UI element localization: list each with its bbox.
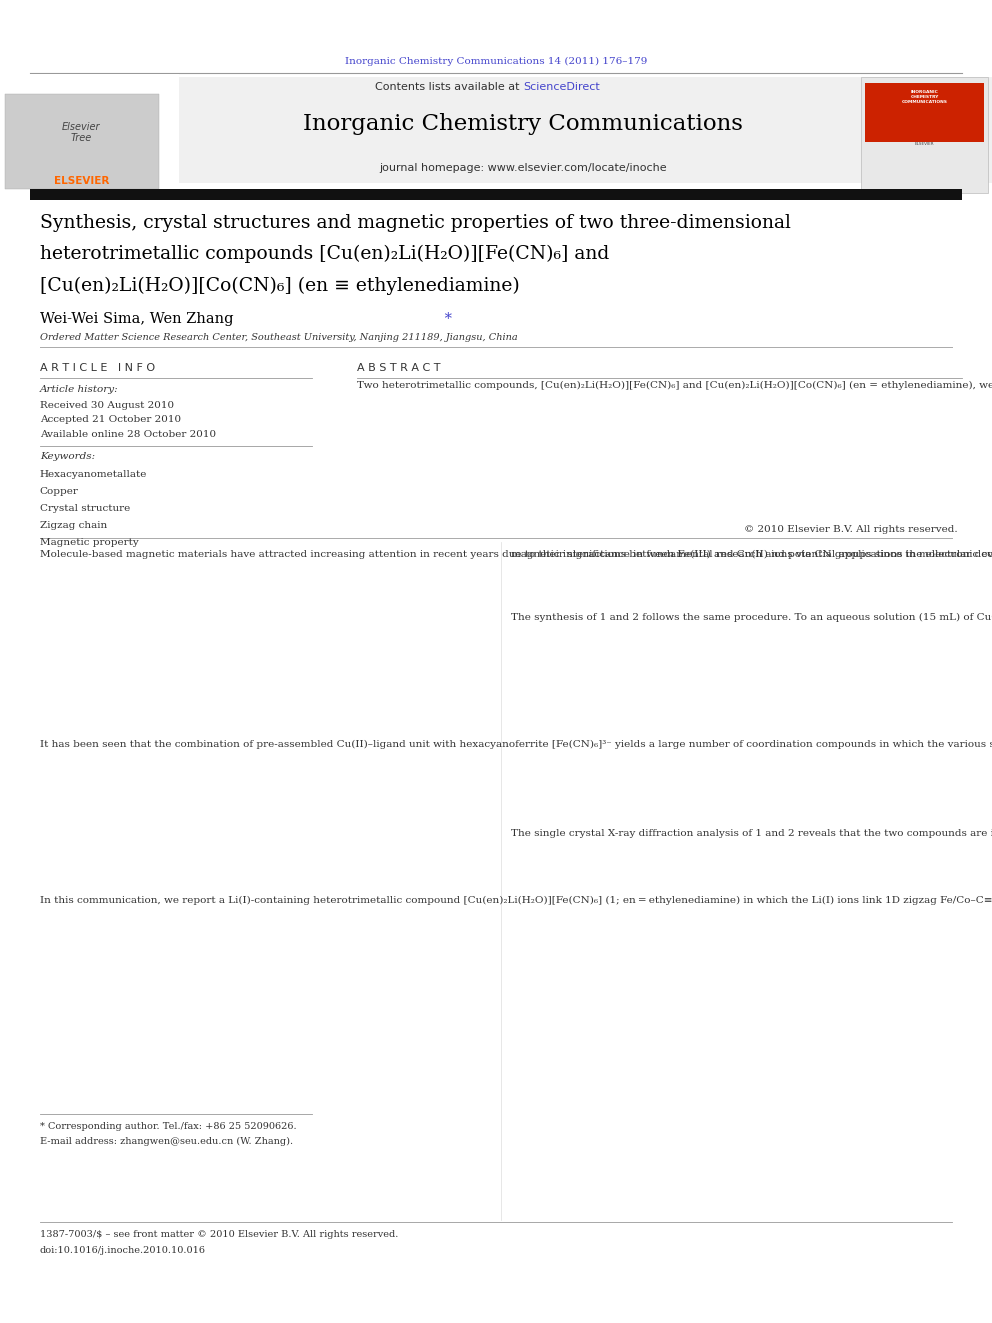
Text: INORGANIC
CHEMISTRY
COMMUNICATIONS: INORGANIC CHEMISTRY COMMUNICATIONS xyxy=(902,90,947,103)
FancyBboxPatch shape xyxy=(0,74,179,193)
Text: Copper: Copper xyxy=(40,487,78,496)
Text: Molecule-based magnetic materials have attracted increasing attention in recent : Molecule-based magnetic materials have a… xyxy=(40,550,992,560)
Text: [Cu(en)₂Li(H₂O)][Co(CN)₆] (en ≡ ethylenediamine): [Cu(en)₂Li(H₂O)][Co(CN)₆] (en ≡ ethylene… xyxy=(40,277,520,295)
Text: Inorganic Chemistry Communications 14 (2011) 176–179: Inorganic Chemistry Communications 14 (2… xyxy=(345,57,647,66)
Text: Inorganic Chemistry Communications: Inorganic Chemistry Communications xyxy=(303,114,743,135)
Text: Synthesis, crystal structures and magnetic properties of two three-dimensional: Synthesis, crystal structures and magnet… xyxy=(40,214,791,233)
FancyBboxPatch shape xyxy=(865,83,984,142)
Text: Received 30 August 2010: Received 30 August 2010 xyxy=(40,401,174,410)
Text: doi:10.1016/j.inoche.2010.10.016: doi:10.1016/j.inoche.2010.10.016 xyxy=(40,1246,205,1256)
Text: © 2010 Elsevier B.V. All rights reserved.: © 2010 Elsevier B.V. All rights reserved… xyxy=(744,525,957,534)
Text: ELSEVIER: ELSEVIER xyxy=(54,176,109,187)
Text: In this communication, we report a Li(I)-containing heterotrimetallic compound [: In this communication, we report a Li(I)… xyxy=(40,896,992,905)
Text: Zigzag chain: Zigzag chain xyxy=(40,521,107,531)
Text: ELSEVIER: ELSEVIER xyxy=(915,142,934,146)
Text: E-mail address: zhangwen@seu.edu.cn (W. Zhang).: E-mail address: zhangwen@seu.edu.cn (W. … xyxy=(40,1136,293,1146)
FancyBboxPatch shape xyxy=(861,77,988,193)
Text: Available online 28 October 2010: Available online 28 October 2010 xyxy=(40,430,216,439)
Text: magnetic interactions between Fe(III) and Cu(II) ions via CN groups since the el: magnetic interactions between Fe(III) an… xyxy=(511,550,992,560)
Text: A R T I C L E   I N F O: A R T I C L E I N F O xyxy=(40,363,155,373)
Text: Ordered Matter Science Research Center, Southeast University, Nanjing 211189, Ji: Ordered Matter Science Research Center, … xyxy=(40,333,518,343)
Text: Crystal structure: Crystal structure xyxy=(40,504,130,513)
Text: Magnetic property: Magnetic property xyxy=(40,538,139,548)
FancyBboxPatch shape xyxy=(5,94,159,189)
FancyBboxPatch shape xyxy=(0,77,992,183)
FancyBboxPatch shape xyxy=(30,189,962,200)
Text: Article history:: Article history: xyxy=(40,385,118,394)
Text: ScienceDirect: ScienceDirect xyxy=(523,82,599,93)
Text: The synthesis of 1 and 2 follows the same procedure. To an aqueous solution (15 : The synthesis of 1 and 2 follows the sam… xyxy=(511,613,992,622)
Text: heterotrimetallic compounds [Cu(en)₂Li(H₂O)][Fe(CN)₆] and: heterotrimetallic compounds [Cu(en)₂Li(H… xyxy=(40,245,609,263)
Text: A B S T R A C T: A B S T R A C T xyxy=(357,363,440,373)
Text: *: * xyxy=(440,312,452,327)
Text: * Corresponding author. Tel./fax: +86 25 52090626.: * Corresponding author. Tel./fax: +86 25… xyxy=(40,1122,297,1131)
Text: It has been seen that the combination of pre-assembled Cu(II)–ligand unit with h: It has been seen that the combination of… xyxy=(40,740,992,749)
Text: Contents lists available at: Contents lists available at xyxy=(375,82,523,93)
Text: Elsevier
Tree: Elsevier Tree xyxy=(62,122,100,143)
Text: 1387-7003/$ – see front matter © 2010 Elsevier B.V. All rights reserved.: 1387-7003/$ – see front matter © 2010 El… xyxy=(40,1230,398,1240)
Text: Hexacyanometallate: Hexacyanometallate xyxy=(40,470,147,479)
Text: journal homepage: www.elsevier.com/locate/inoche: journal homepage: www.elsevier.com/locat… xyxy=(379,163,667,173)
Text: Wei-Wei Sima, Wen Zhang: Wei-Wei Sima, Wen Zhang xyxy=(40,312,233,327)
Text: Keywords:: Keywords: xyxy=(40,452,95,462)
Text: Accepted 21 October 2010: Accepted 21 October 2010 xyxy=(40,415,181,425)
Text: The single crystal X-ray diffraction analysis of 1 and 2 reveals that the two co: The single crystal X-ray diffraction ana… xyxy=(511,827,992,837)
Text: Two heterotrimetallic compounds, [Cu(en)₂Li(H₂O)][Fe(CN)₆] and [Cu(en)₂Li(H₂O)][: Two heterotrimetallic compounds, [Cu(en)… xyxy=(357,381,992,390)
